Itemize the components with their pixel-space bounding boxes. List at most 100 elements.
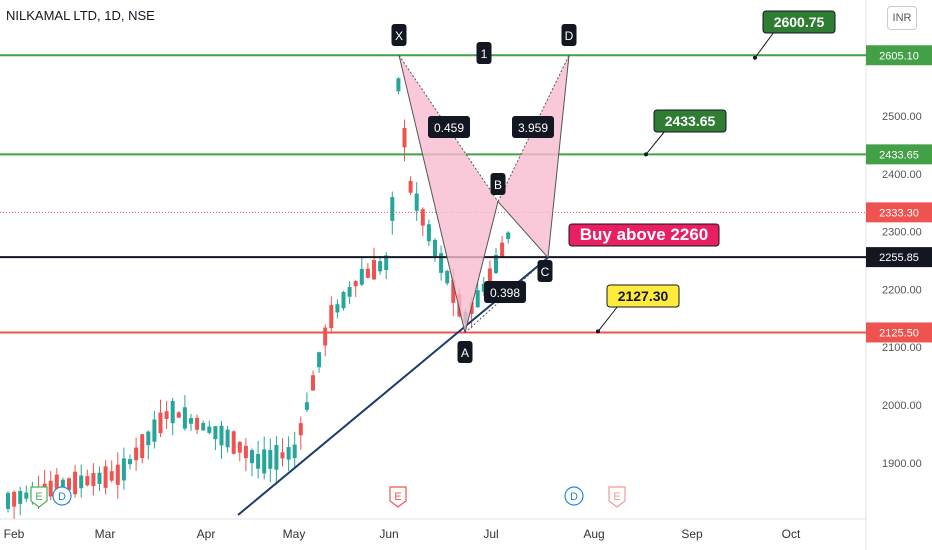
- candle-body: [451, 279, 456, 303]
- svg-text:A: A: [461, 346, 469, 360]
- x-tick-label: Sep: [681, 527, 703, 541]
- svg-text:0.398: 0.398: [490, 286, 520, 300]
- candle-body: [73, 471, 78, 495]
- pattern-ratio-bd: 3.959: [512, 116, 554, 138]
- event-marker: E: [389, 486, 407, 508]
- level-price-text: 2333.30: [879, 207, 919, 219]
- svg-text:3.959: 3.959: [518, 121, 548, 135]
- x-tick-label: Aug: [583, 527, 604, 541]
- pattern-point-label: B: [490, 173, 506, 195]
- x-tick-label: Feb: [4, 527, 25, 541]
- candle-body: [97, 472, 102, 484]
- y-tick-label: 2200.00: [882, 284, 922, 296]
- candle-body: [353, 281, 358, 287]
- price-callout: 2600.75: [762, 10, 836, 34]
- level-price-tag: 2605.10: [866, 45, 932, 66]
- candle-body: [24, 492, 29, 499]
- candle-body: [359, 268, 364, 285]
- candle-body: [60, 479, 65, 492]
- svg-text:2433.65: 2433.65: [665, 113, 716, 129]
- y-tick-label: 2300.00: [882, 227, 922, 239]
- candle-body: [91, 473, 96, 486]
- y-tick-label: 2100.00: [882, 342, 922, 354]
- candle-body: [250, 450, 254, 464]
- y-tick-label: 2500.00: [882, 111, 922, 123]
- candle-body: [439, 253, 444, 273]
- candle-body: [304, 402, 309, 410]
- svg-text:D: D: [570, 491, 578, 503]
- svg-text:Buy above 2260: Buy above 2260: [580, 225, 709, 244]
- svg-text:B: B: [494, 178, 502, 192]
- level-price-tag: 2255.85: [866, 247, 932, 268]
- candle-body: [115, 464, 120, 485]
- x-tick-label: Apr: [197, 527, 216, 541]
- callout-anchor: [644, 152, 648, 157]
- svg-text:D: D: [58, 491, 66, 503]
- svg-text:1: 1: [481, 47, 488, 61]
- pattern-leg-label: 1: [476, 42, 492, 64]
- candle-body: [384, 255, 389, 270]
- pattern-leg: [464, 257, 549, 334]
- candle-body: [54, 474, 59, 500]
- callout-anchor: [753, 55, 757, 60]
- candle-body: [365, 268, 370, 278]
- candle-body: [256, 453, 261, 469]
- pattern-point-label: C: [537, 260, 553, 282]
- candle-body: [231, 431, 236, 454]
- candle-body: [378, 261, 383, 272]
- candle-body: [85, 476, 90, 486]
- candle-body: [79, 475, 84, 489]
- candle-body: [317, 352, 322, 368]
- chart-title: NILKAMAL LTD, 1D, NSE: [6, 8, 155, 23]
- candle-body: [506, 232, 511, 240]
- candle-body: [433, 239, 437, 257]
- candle-body: [182, 407, 187, 429]
- buy-annotation: Buy above 2260: [568, 223, 720, 247]
- candle-body: [487, 268, 492, 284]
- level-price-tag: 2433.65: [866, 144, 932, 165]
- pattern-leg: [464, 201, 499, 333]
- pattern-leg: [398, 55, 466, 333]
- y-tick-label: 2400.00: [882, 169, 922, 181]
- candle-body: [170, 400, 175, 424]
- y-tick-label: 1900.00: [882, 458, 922, 470]
- candle-body: [347, 287, 352, 297]
- candle-body: [329, 305, 334, 329]
- svg-text:D: D: [565, 29, 574, 43]
- candle-body: [121, 458, 126, 481]
- candle-body: [243, 445, 248, 459]
- candle-body: [103, 466, 108, 488]
- x-tick-label: May: [283, 527, 306, 541]
- candle-body: [67, 478, 71, 491]
- callout-pointer: [597, 305, 619, 332]
- candle-body: [372, 260, 376, 280]
- level-price-text: 2255.85: [879, 252, 919, 264]
- candle-body: [335, 304, 340, 313]
- candle-body: [219, 425, 224, 446]
- pattern-leg: [547, 55, 570, 258]
- candle-body: [390, 197, 395, 221]
- x-tick-label: Mar: [95, 527, 116, 541]
- callout-pointer: [645, 130, 666, 155]
- candle-body: [414, 193, 419, 211]
- candle-body: [18, 490, 23, 504]
- candle-body: [195, 417, 200, 430]
- level-price-tag: 2333.30: [866, 202, 932, 223]
- candle-body: [396, 78, 401, 92]
- svg-text:2127.30: 2127.30: [618, 288, 669, 304]
- candle-body: [48, 480, 53, 497]
- candle-body: [341, 292, 346, 309]
- candle-body: [268, 449, 273, 469]
- candle-body: [323, 327, 328, 346]
- candle-body: [402, 128, 407, 148]
- callout-anchor: [596, 329, 600, 334]
- x-tick-label: Jul: [483, 527, 498, 541]
- pattern-ratio-ac: 0.398: [484, 281, 526, 303]
- candle-body: [134, 447, 139, 461]
- pattern-xab: [399, 55, 498, 333]
- event-marker: D: [564, 486, 584, 506]
- currency-button[interactable]: INR: [887, 6, 917, 30]
- candle-body: [286, 447, 291, 460]
- candle-body: [237, 441, 242, 453]
